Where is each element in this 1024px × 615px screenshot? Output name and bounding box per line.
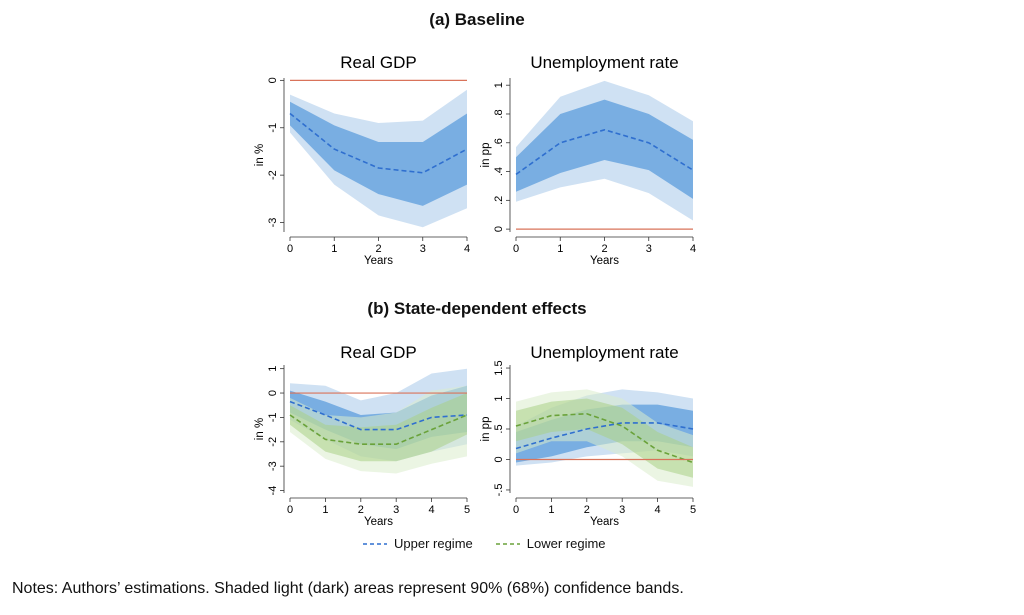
chart-title: Unemployment rate bbox=[530, 343, 678, 362]
y-axis-label: in pp bbox=[480, 143, 492, 168]
series-line-upper bbox=[515, 128, 694, 176]
chart-title: Real GDP bbox=[340, 343, 417, 362]
y-tick-label: -1 bbox=[267, 413, 279, 423]
band-68-upper bbox=[290, 101, 467, 206]
y-tick-label: -1 bbox=[267, 123, 279, 133]
y-tick-label: 1 bbox=[493, 395, 505, 401]
chart-title: Real GDP bbox=[340, 53, 417, 72]
y-axis-label: in % bbox=[254, 418, 266, 440]
x-tick-label: 2 bbox=[584, 504, 590, 516]
legend-swatch-lower bbox=[495, 542, 520, 545]
notes-text: Notes: Authors’ estimations. Shaded ligh… bbox=[12, 580, 684, 597]
y-tick-label: .2 bbox=[493, 196, 505, 205]
y-tick-label: -4 bbox=[267, 486, 279, 496]
x-tick-label: 5 bbox=[464, 504, 470, 516]
y-tick-label: .5 bbox=[493, 424, 505, 433]
x-tick-label: 4 bbox=[690, 243, 696, 255]
x-axis-label: Years bbox=[364, 255, 393, 267]
x-tick-label: 3 bbox=[619, 504, 625, 516]
series-line-lower bbox=[289, 414, 468, 445]
x-tick-label: 3 bbox=[646, 243, 652, 255]
y-tick-label: -2 bbox=[267, 170, 279, 180]
x-tick-label: 1 bbox=[557, 243, 563, 255]
y-tick-label: -3 bbox=[267, 218, 279, 228]
y-tick-label: .6 bbox=[493, 138, 505, 147]
series-line-lower bbox=[515, 412, 694, 464]
x-tick-label: 1 bbox=[331, 243, 337, 255]
chart-baseline-unemployment: Unemployment rate 0 .2 .4 .6 .8 1 0 1 2 3 4 Years in … bbox=[480, 53, 696, 267]
band-68-lower bbox=[290, 393, 467, 462]
legend-label-lower: Lower regime bbox=[526, 536, 606, 551]
chart-state-gdp: Real GDP 1 0 -1 -2 -3 -4 0 1 2 3 4 5 Years in % bbox=[254, 343, 470, 528]
x-tick-label: 4 bbox=[429, 504, 435, 516]
chart-title: Unemployment rate bbox=[530, 53, 678, 72]
y-tick-label: -2 bbox=[267, 437, 279, 447]
x-tick-label: 3 bbox=[420, 243, 426, 255]
legend-item-lower: Lower regime bbox=[495, 536, 606, 551]
section-b-title: (b) State-dependent effects bbox=[367, 299, 587, 318]
x-axis-label: Years bbox=[364, 516, 393, 528]
x-tick-label: 2 bbox=[601, 243, 607, 255]
section-a-title: (a) Baseline bbox=[429, 10, 525, 29]
legend: Upper regime Lower regime bbox=[362, 536, 606, 551]
x-tick-label: 1 bbox=[322, 504, 328, 516]
x-tick-label: 2 bbox=[375, 243, 381, 255]
x-tick-label: 3 bbox=[393, 504, 399, 516]
x-tick-label: 4 bbox=[655, 504, 661, 516]
x-axis-label: Years bbox=[590, 255, 619, 267]
band-68-upper bbox=[516, 99, 693, 199]
chart-baseline-gdp: Real GDP 0 -1 -2 -3 0 1 2 3 4 Years in % bbox=[254, 53, 470, 267]
y-tick-label: 1 bbox=[267, 366, 279, 372]
x-tick-label: 5 bbox=[690, 504, 696, 516]
y-tick-label: 0 bbox=[493, 456, 505, 462]
x-tick-label: 2 bbox=[358, 504, 364, 516]
y-tick-label: 1 bbox=[493, 82, 505, 88]
x-tick-label: 1 bbox=[548, 504, 554, 516]
x-tick-label: 4 bbox=[464, 243, 470, 255]
y-tick-label: -.5 bbox=[493, 484, 505, 497]
series-line-upper bbox=[289, 112, 468, 174]
series-line-upper bbox=[515, 422, 694, 450]
y-tick-label: .8 bbox=[493, 109, 505, 118]
legend-swatch-upper bbox=[363, 542, 387, 545]
legend-item-upper: Upper regime bbox=[362, 536, 473, 551]
y-tick-label: .4 bbox=[493, 167, 505, 176]
y-tick-label: 1.5 bbox=[493, 360, 505, 375]
y-tick-label: 0 bbox=[493, 226, 505, 232]
x-tick-label: 0 bbox=[513, 504, 519, 516]
x-tick-label: 0 bbox=[287, 504, 293, 516]
band-68-lower bbox=[516, 398, 693, 478]
y-tick-label: -3 bbox=[267, 461, 279, 471]
x-tick-label: 0 bbox=[287, 243, 293, 255]
x-axis-label: Years bbox=[590, 516, 619, 528]
y-tick-label: 0 bbox=[267, 77, 279, 83]
y-axis-label: in % bbox=[254, 144, 266, 166]
x-tick-label: 0 bbox=[513, 243, 519, 255]
legend-label-upper: Upper regime bbox=[394, 536, 473, 551]
y-tick-label: 0 bbox=[267, 390, 279, 396]
y-axis-label: in pp bbox=[480, 417, 492, 442]
series-line-upper bbox=[289, 400, 468, 431]
